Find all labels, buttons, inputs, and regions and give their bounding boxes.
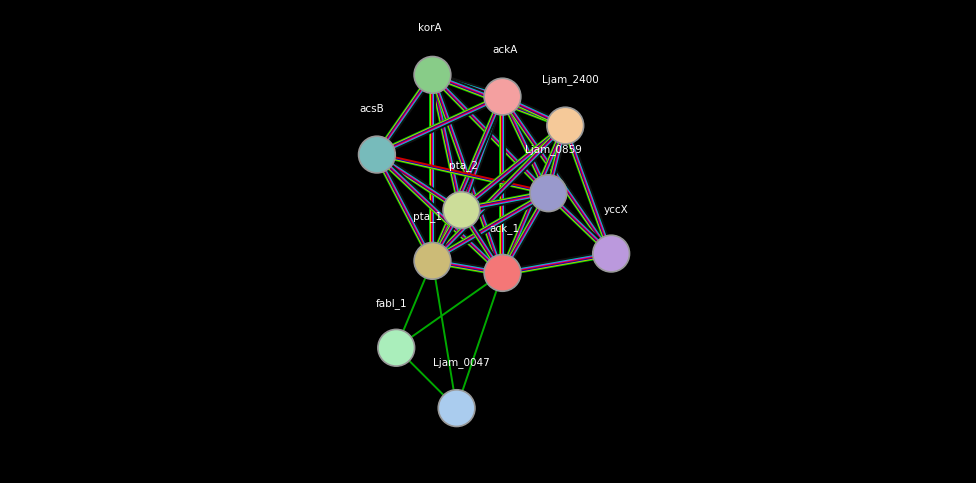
Circle shape <box>484 255 521 291</box>
Circle shape <box>378 329 415 366</box>
Text: Ljam_0859: Ljam_0859 <box>525 143 582 155</box>
Text: pta_1: pta_1 <box>413 211 442 222</box>
Circle shape <box>530 175 567 212</box>
Text: ack_1: ack_1 <box>490 223 520 234</box>
Text: yccX: yccX <box>603 205 629 215</box>
Circle shape <box>438 390 475 426</box>
Text: acsB: acsB <box>360 104 385 114</box>
Circle shape <box>414 242 451 279</box>
Circle shape <box>484 78 521 115</box>
Circle shape <box>547 107 584 144</box>
Circle shape <box>358 136 395 173</box>
Text: Ljam_2400: Ljam_2400 <box>542 74 598 85</box>
Circle shape <box>592 235 630 272</box>
Text: korA: korA <box>419 23 442 33</box>
Text: Ljam_0047: Ljam_0047 <box>433 357 490 368</box>
Circle shape <box>414 57 451 93</box>
Text: fabI_1: fabI_1 <box>376 298 407 309</box>
Text: ackA: ackA <box>492 45 517 55</box>
Circle shape <box>443 192 480 228</box>
Text: pta_2: pta_2 <box>449 160 478 171</box>
